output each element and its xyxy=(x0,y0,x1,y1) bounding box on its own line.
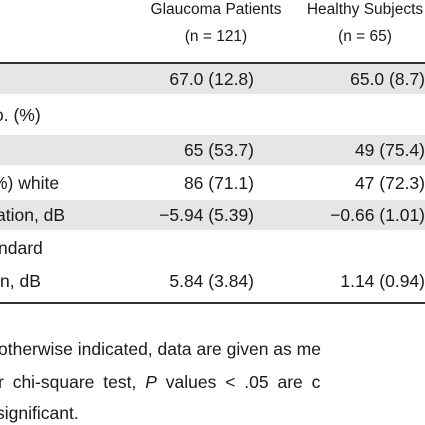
header-rule xyxy=(0,62,425,64)
footnote-line-2-start: r chi-square test, xyxy=(0,372,146,392)
healthy-value: 49 (75.4) xyxy=(354,140,425,160)
glaucoma-value: 86 (71.1) xyxy=(183,173,254,193)
table-row-sex: 65 (53.7) 49 (75.4) xyxy=(0,135,425,165)
row-label: %) white xyxy=(0,173,60,193)
glaucoma-value: 5.84 (3.84) xyxy=(169,271,254,291)
footnote-line-2-end: values < .05 are c xyxy=(156,372,321,392)
glaucoma-value: 67.0 (12.8) xyxy=(169,69,254,89)
p-value-symbol: P xyxy=(145,372,157,392)
footnote-line-3: significant. xyxy=(0,403,79,423)
row-label: o. (%) xyxy=(0,105,41,125)
healthy-value: 1.14 (0.94) xyxy=(340,271,425,291)
table-row-psd-heading: ndard xyxy=(0,233,425,263)
healthy-value: 65.0 (8.7) xyxy=(350,69,425,89)
healthy-value: 47 (72.3) xyxy=(354,173,425,193)
table-row-age: 67.0 (12.8) 65.0 (8.7) xyxy=(0,64,425,94)
row-label: ndard xyxy=(0,238,43,258)
glaucoma-value: 65 (53.7) xyxy=(183,140,254,160)
header-glaucoma-title: Glaucoma Patients xyxy=(150,1,282,18)
row-label: ation, dB xyxy=(0,205,66,225)
table-row-sex-heading: o. (%) xyxy=(0,100,425,130)
table-row-psd: n, dB 5.84 (3.84) 1.14 (0.94) xyxy=(0,266,425,296)
table-header: Glaucoma Patients (n = 121) Healthy Subj… xyxy=(0,0,425,62)
table-row-race-white: %) white 86 (71.1) 47 (72.3) xyxy=(0,168,425,198)
footer-rule xyxy=(0,302,425,304)
header-healthy-title: Healthy Subjects xyxy=(306,1,424,18)
header-healthy-n: (n = 65) xyxy=(338,28,392,45)
healthy-value: −0.66 (1.01) xyxy=(330,205,425,225)
header-glaucoma-patients: Glaucoma Patients (n = 121) xyxy=(121,0,311,50)
header-glaucoma-n: (n = 121) xyxy=(184,28,248,45)
header-healthy-subjects: Healthy Subjects (n = 65) xyxy=(290,0,425,50)
row-label: n, dB xyxy=(0,271,41,291)
footnote-line-2: r chi-square test, P values < .05 are c xyxy=(0,367,320,397)
glaucoma-value: −5.94 (5.39) xyxy=(159,205,254,225)
table-row-mean-deviation: ation, dB −5.94 (5.39) −0.66 (1.01) xyxy=(0,200,425,230)
footnote-line-1: otherwise indicated, data are given as m… xyxy=(0,339,321,359)
